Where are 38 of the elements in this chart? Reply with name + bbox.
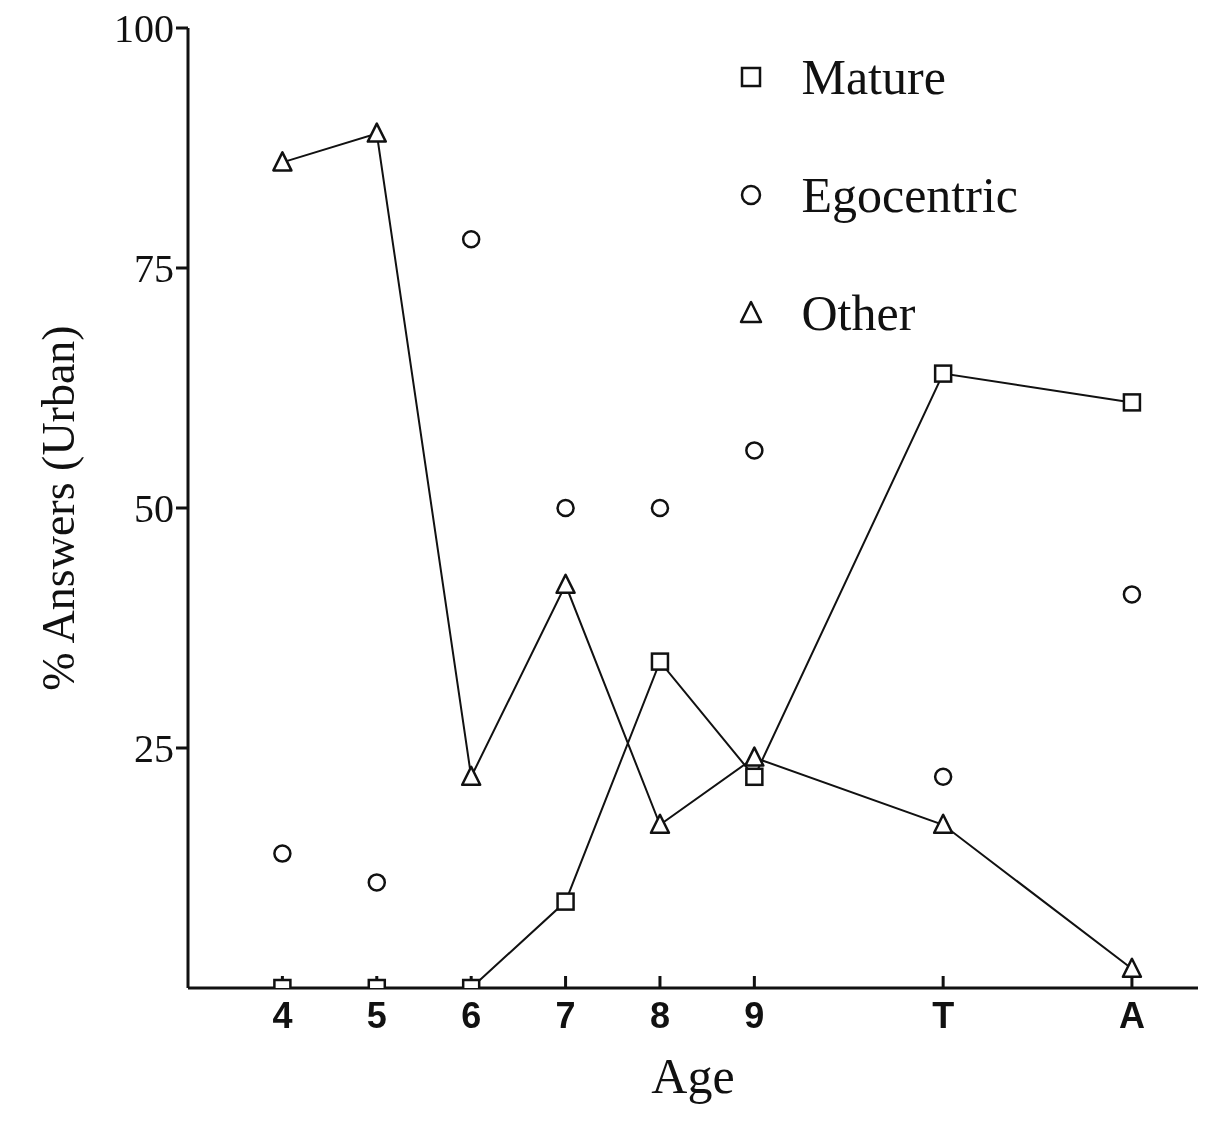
point xyxy=(1121,957,1143,979)
point xyxy=(273,844,292,863)
x-tick-label: T xyxy=(932,994,955,1036)
point xyxy=(555,573,576,595)
point xyxy=(932,813,954,835)
point xyxy=(556,892,575,911)
point xyxy=(744,746,765,767)
y-tick-label: 25 xyxy=(134,726,174,772)
point xyxy=(556,498,575,518)
x-axis-title: Age xyxy=(651,1048,735,1104)
point xyxy=(745,441,764,460)
x-tick-label: 5 xyxy=(366,994,387,1036)
point xyxy=(461,229,481,249)
point xyxy=(933,767,953,787)
y-tick-label: 50 xyxy=(134,486,174,532)
y-axis-title: % Answers (Urban) xyxy=(33,325,85,691)
x-tick-label: 6 xyxy=(461,994,482,1036)
legend-label: Other xyxy=(801,284,916,342)
x-tick-label: 9 xyxy=(744,994,765,1036)
point xyxy=(367,873,387,892)
point xyxy=(650,652,670,671)
point xyxy=(1122,393,1142,412)
point xyxy=(650,498,670,518)
point xyxy=(460,765,482,787)
legend-label: Egocentric xyxy=(801,166,1018,224)
point xyxy=(933,364,953,383)
x-tick-label: 8 xyxy=(649,994,670,1036)
point xyxy=(272,151,293,172)
legend-label: Mature xyxy=(801,48,946,106)
point xyxy=(745,767,764,787)
y-tick-label: 75 xyxy=(134,246,174,292)
y-tick-label: 100 xyxy=(114,6,174,52)
point xyxy=(366,122,388,143)
x-tick-label: A xyxy=(1118,994,1145,1036)
point xyxy=(1122,585,1142,604)
x-tick-label: 4 xyxy=(272,994,293,1036)
x-tick-label: 7 xyxy=(555,994,576,1036)
point xyxy=(649,813,671,835)
